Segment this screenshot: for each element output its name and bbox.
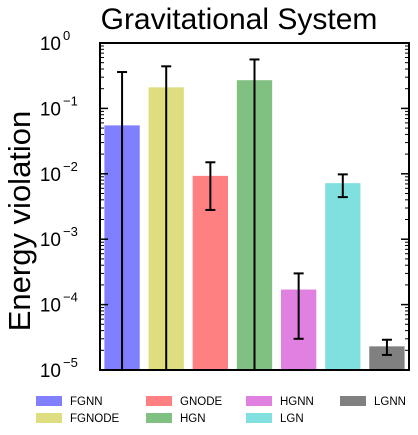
legend-swatch-hgn: [146, 413, 172, 423]
legend-swatch-lgn: [246, 413, 272, 423]
legend-label-fgnode: FGNODE: [70, 413, 120, 425]
chart-title: Gravitational System: [101, 3, 378, 36]
legend-swatch-gnode: [146, 396, 172, 406]
legend-swatch-hgnn: [246, 396, 272, 406]
y-tick-label: 10: [40, 34, 61, 55]
y-tick-label: 10: [40, 165, 61, 186]
legend-swatch-fgnode: [36, 413, 62, 423]
legend: FGNN FGNODE GNODE HGN HGNN LGN LGNN: [36, 396, 406, 425]
y-tick-label: 10: [40, 361, 61, 382]
y-tick-exponent: −5: [63, 355, 78, 370]
legend-label-gnode: GNODE: [180, 396, 223, 408]
legend-label-lgn: LGN: [280, 413, 304, 425]
y-tick-exponent: −1: [63, 93, 78, 108]
bar-lgn: [325, 183, 361, 370]
y-tick-exponent: −4: [63, 290, 78, 305]
legend-swatch-fgnn: [36, 396, 62, 406]
y-tick-label: 10: [40, 296, 61, 317]
legend-label-hgn: HGN: [180, 413, 206, 425]
y-tick-label: 10: [40, 230, 61, 251]
y-tick-exponent: −3: [63, 224, 78, 239]
legend-label-lgnn: LGNN: [374, 396, 406, 408]
legend-swatch-lgnn: [340, 396, 366, 406]
legend-label-hgnn: HGNN: [280, 396, 314, 408]
bar-lgnn: [369, 346, 405, 370]
axes-frame: [99, 42, 410, 371]
y-tick-label: 10: [40, 99, 61, 120]
legend-label-fgnn: FGNN: [70, 396, 103, 408]
y-tick-exponent: 0: [63, 28, 70, 43]
y-tick-exponent: −2: [63, 159, 78, 174]
y-axis-label: Energy violation: [2, 111, 37, 332]
